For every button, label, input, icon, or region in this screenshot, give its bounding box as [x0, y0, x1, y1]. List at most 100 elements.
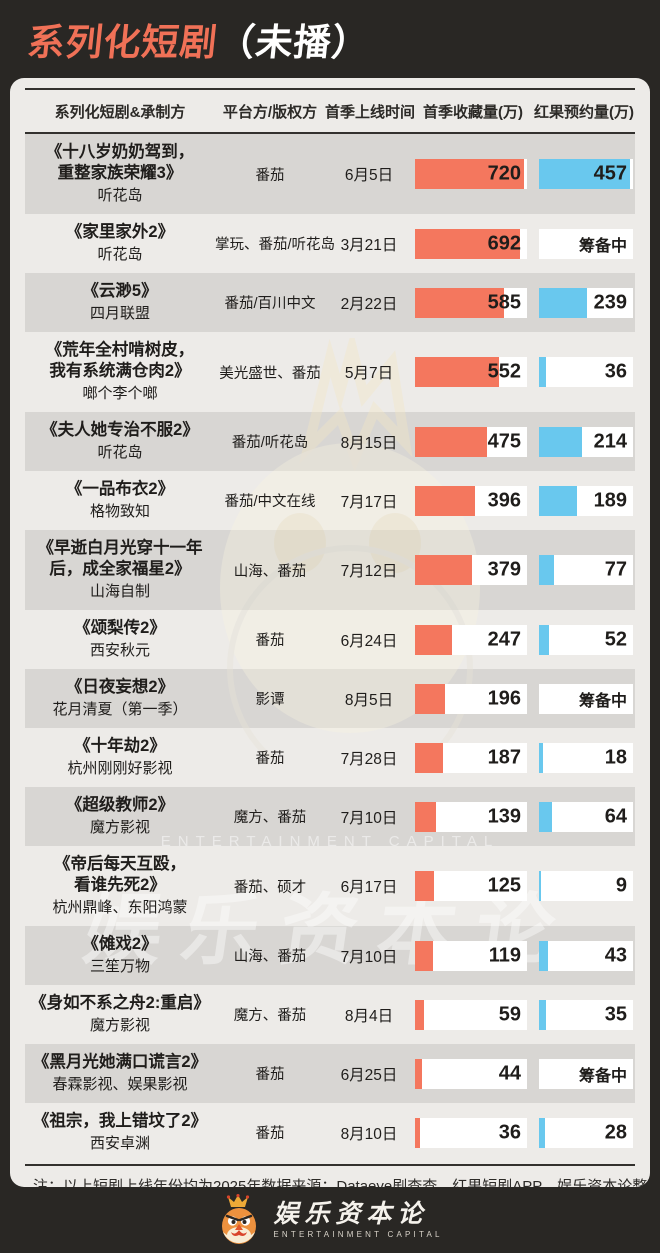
- collection-bar-fill: [415, 1117, 421, 1148]
- series-title-cell: 《云渺5》四月联盟: [25, 281, 215, 324]
- reservation-bar-cell: 9: [533, 871, 635, 901]
- reservation-value: 457: [593, 162, 627, 185]
- platform-cell: 山海、番茄: [233, 563, 307, 580]
- reservation-bar-cell: 52: [533, 624, 635, 655]
- column-header-series: 系列化短剧&承制方: [54, 103, 186, 121]
- table-row: 《身如不系之舟2:重启》 魔方影视 魔方、番茄 8月4日 59 35: [25, 985, 635, 1044]
- series-title-line: 后，成全家福星2》: [49, 560, 191, 578]
- collection-bar-cell: 36: [413, 1117, 533, 1148]
- platform-cell: 番茄: [255, 1126, 285, 1142]
- collection-bar-cell: 187: [413, 742, 533, 773]
- collection-bar-cell: 139: [413, 801, 533, 832]
- producer-name: 杭州鼎峰、东阳鸿蒙: [52, 899, 188, 916]
- mascot-logo-icon: [222, 1194, 257, 1244]
- series-title-line: 《一品布衣2》: [65, 480, 175, 498]
- table-row: 《颂梨传2》 西安秋元 番茄 6月24日 247 52: [25, 610, 635, 669]
- brand-bar: 娱乐资本论 ENTERTAINMENT CAPITAL: [0, 1187, 660, 1253]
- table-row: 《早逝白月光穿十一年 后，成全家福星2》 山海自制 山海、番茄 7月12日 379 77: [25, 530, 635, 610]
- series-title-cell: 《早逝白月光穿十一年 后，成全家福星2》 山海自制: [25, 538, 215, 602]
- reservation-status: 筹备中: [578, 1067, 627, 1085]
- series-title-line: 《颂梨传2》: [74, 619, 166, 637]
- collection-bar-cell: 552: [413, 357, 533, 387]
- reservation-bar-track: 214: [539, 426, 633, 457]
- reservation-value: 18: [604, 746, 627, 768]
- reservation-value: 9: [615, 874, 627, 897]
- launch-date-cell: 6月17日: [340, 879, 398, 896]
- platform-cell: 美光盛世、番茄: [219, 365, 321, 382]
- collection-bar-fill: [415, 357, 499, 387]
- collection-value: 125: [487, 874, 521, 897]
- series-title-line: 我有系统满仓肉2》: [49, 362, 191, 380]
- page-title: 系列化短剧（未播）: [25, 12, 373, 66]
- launch-date-cell: 8月4日: [344, 1007, 394, 1025]
- launch-date-cell: 7月10日: [340, 809, 398, 827]
- collection-bar-cell: 119: [413, 940, 533, 971]
- collection-bar-track: 36: [415, 1117, 527, 1148]
- reservation-bar-fill: [539, 159, 631, 189]
- reservation-value: 239: [593, 291, 627, 313]
- reservation-bar-fill: [539, 940, 548, 971]
- series-title-line: 《云渺5》: [82, 282, 158, 300]
- reservation-bar-fill: [539, 624, 550, 655]
- producer-name: 花月清夏（第一季）: [52, 701, 188, 718]
- reservation-bar-cell: 36: [533, 357, 635, 387]
- reservation-bar-track: 52: [539, 624, 633, 655]
- launch-date-cell: 7月28日: [340, 750, 398, 768]
- collection-bar-fill: [415, 801, 437, 832]
- reservation-bar-fill: [539, 555, 555, 585]
- collection-bar-track: 475: [415, 426, 527, 457]
- reservation-bar-cell: 189: [533, 485, 635, 516]
- collection-bar-fill: [415, 555, 473, 585]
- footnote-source: 数据来源：Dataeye剧查查、红果短剧APP，娱乐资本论整理: [261, 1178, 650, 1187]
- collection-bar-track: 125: [415, 871, 527, 901]
- reservation-value: 214: [593, 430, 627, 452]
- series-title-cell: 《傩戏2》 三笙万物: [25, 934, 215, 977]
- table-row: 《家里家外2》 听花岛 掌玩、番茄/听花岛 3月21日 692 筹备中: [25, 214, 635, 273]
- data-panel: 系列化短剧&承制方 平台方/版权方 首季上线时间 首季收藏量(万) 红果预约量(…: [10, 78, 650, 1187]
- launch-date-cell: 5月7日: [344, 365, 394, 382]
- reservation-bar-cell: 214: [533, 426, 635, 457]
- platform-cell: 番茄: [255, 1067, 285, 1083]
- reservation-bar-track: 457: [539, 159, 633, 189]
- collection-bar-cell: 44: [413, 1058, 533, 1089]
- reservation-bar-fill: [539, 999, 546, 1030]
- collection-bar-fill: [415, 871, 434, 901]
- reservation-value: 77: [604, 558, 627, 581]
- collection-bar-fill: [415, 999, 424, 1030]
- launch-date-cell: 8月5日: [344, 691, 394, 709]
- producer-name: 山海自制: [89, 583, 150, 600]
- reservation-bar-cell: 35: [533, 999, 635, 1030]
- column-header-launch-date: 首季上线时间: [325, 103, 416, 121]
- collection-bar-cell: 196: [413, 683, 533, 714]
- producer-name: 杭州刚刚好影视: [67, 760, 173, 777]
- platform-cell: 番茄: [255, 633, 285, 649]
- series-title-line: 《傩戏2》: [82, 935, 158, 953]
- table-row: 《云渺5》 四月联盟 番茄/百川中文 2月22日 585 239: [25, 273, 635, 332]
- producer-name: 格物致知: [89, 503, 150, 520]
- reservation-bar-cell: 筹备中: [533, 1058, 635, 1089]
- launch-date-cell: 6月5日: [344, 167, 394, 184]
- collection-bar-fill: [415, 940, 433, 971]
- reservation-bar-fill: [539, 287, 587, 318]
- platform-cell: 魔方、番茄: [233, 1008, 307, 1024]
- table-row: 《黑月光她满口谎言2》 春霖影视、娱果影视 番茄 6月25日 44 筹备中: [25, 1044, 635, 1103]
- launch-date-cell: 6月25日: [340, 1066, 398, 1084]
- collection-bar-cell: 720: [413, 159, 533, 189]
- column-header-platform: 平台方/版权方: [222, 103, 318, 121]
- producer-name: 四月联盟: [89, 305, 150, 322]
- brand-text: 娱乐资本论 ENTERTAINMENT CAPITAL: [273, 1201, 442, 1239]
- reservation-bar-track: 64: [539, 801, 633, 832]
- collection-bar-cell: 247: [413, 624, 533, 655]
- masthead: 系列化短剧（未播）: [0, 0, 660, 78]
- series-title-line: 《十八岁奶奶驾到，: [45, 143, 195, 161]
- series-title-line: 《夫人她专治不服2》: [41, 421, 199, 439]
- reservation-bar-fill: [539, 742, 543, 773]
- series-title-line: 《帝后每天互殴，: [54, 855, 186, 873]
- producer-name: 魔方影视: [89, 819, 150, 836]
- table-row: 《祖宗，我上错坟了2》 西安卓渊 番茄 8月10日 36 28: [25, 1103, 635, 1162]
- collection-bar-fill: [415, 485, 475, 516]
- reservation-value: 189: [593, 489, 627, 511]
- collection-bar-fill: [415, 624, 453, 655]
- launch-date-cell: 6月24日: [340, 632, 398, 650]
- table-row: 《十年劫2》 杭州刚刚好影视 番茄 7月28日 187 18: [25, 728, 635, 787]
